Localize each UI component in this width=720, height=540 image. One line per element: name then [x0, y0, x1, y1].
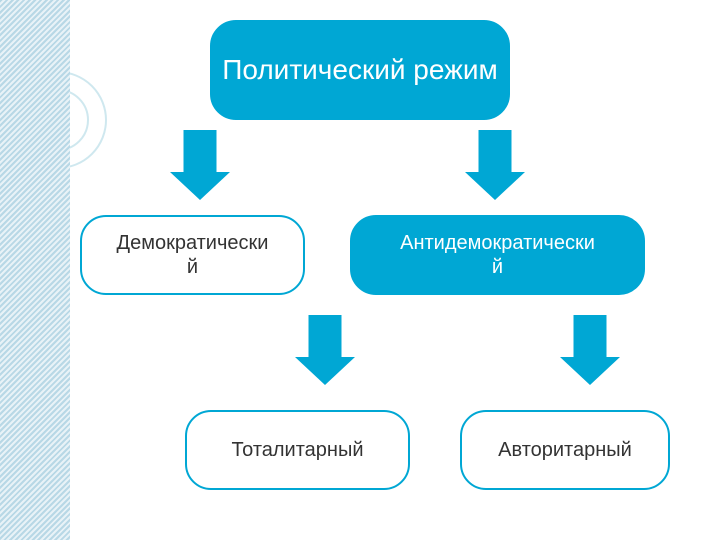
node-democratic-text: Демократически й	[117, 231, 269, 279]
node-authoritarian-text: Авторитарный	[498, 438, 632, 462]
node-root: Политический режим	[210, 20, 510, 120]
diagram-stage: Политический режим Демократически й Анти…	[0, 0, 720, 540]
arrow-root-to-antidemo	[465, 130, 525, 200]
arrow-antidemo-to-auth	[560, 315, 620, 385]
arrow-antidemo-to-total	[295, 315, 355, 385]
node-antidemocratic: Антидемократически й	[350, 215, 645, 295]
node-root-text: Политический режим	[222, 53, 497, 87]
arrow-root-to-demo	[170, 130, 230, 200]
node-totalitarian: Тоталитарный	[185, 410, 410, 490]
node-totalitarian-text: Тоталитарный	[231, 438, 363, 462]
node-antidemocratic-text: Антидемократически й	[400, 231, 595, 279]
node-democratic: Демократически й	[80, 215, 305, 295]
node-authoritarian: Авторитарный	[460, 410, 670, 490]
